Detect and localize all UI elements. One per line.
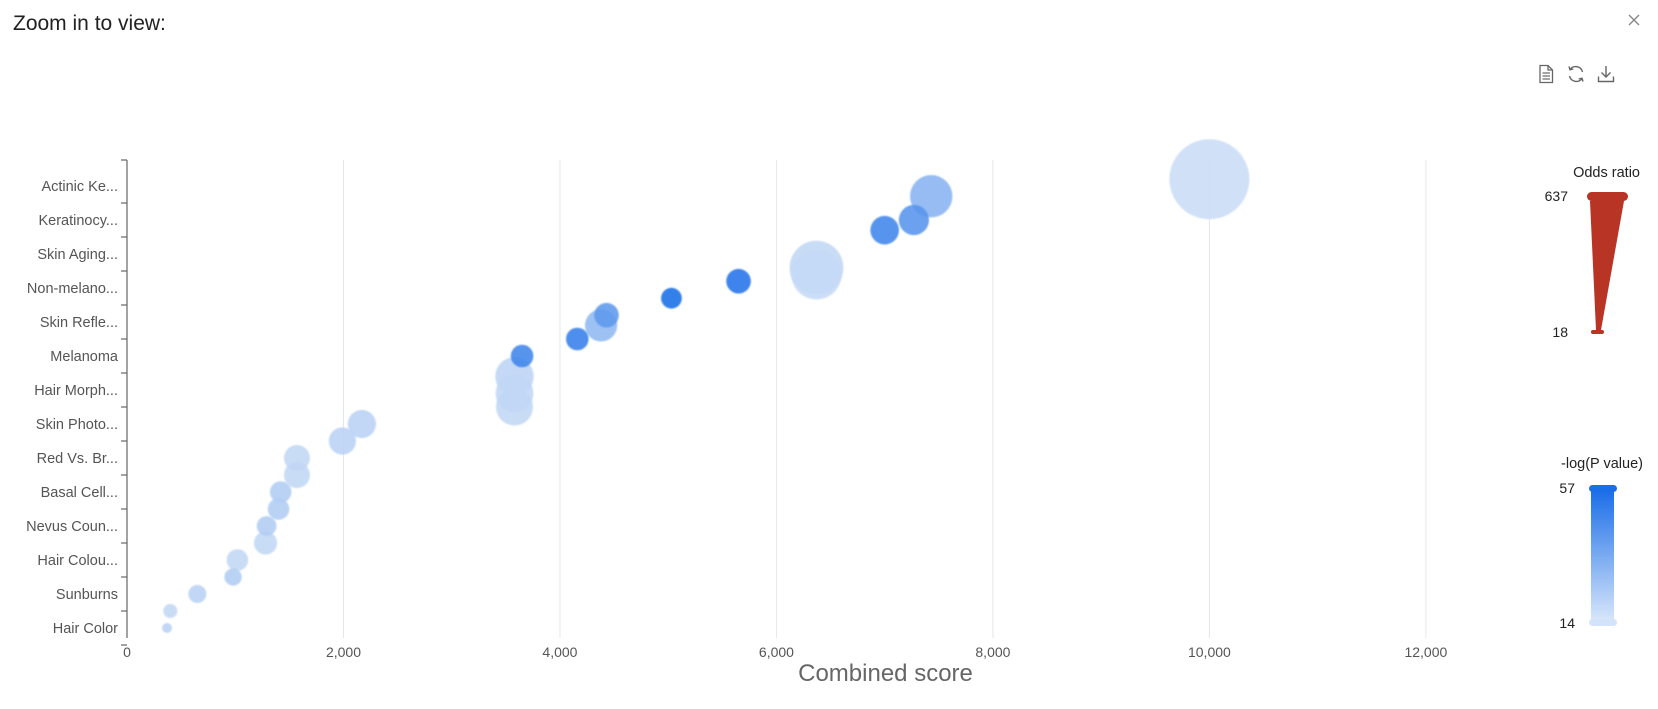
pvalue-legend[interactable]: -log(P value) 57 14: [1559, 456, 1643, 631]
close-icon: [1628, 14, 1640, 26]
y-category-label: Hair Color: [53, 621, 118, 637]
y-category-label: Red Vs. Br...: [37, 451, 118, 467]
bubble[interactable]: [495, 388, 533, 426]
y-category-label: Nevus Coun...: [26, 519, 118, 535]
odds-ratio-legend[interactable]: Odds ratio 637 18: [1545, 165, 1640, 340]
x-axis-title: Combined score: [798, 660, 973, 687]
bubble[interactable]: [870, 215, 899, 245]
odds-ratio-max-label: 637: [1545, 188, 1569, 204]
grid-lines: [342, 160, 1427, 638]
bubble[interactable]: [1169, 139, 1250, 220]
y-category-label: Hair Morph...: [34, 383, 118, 399]
axes: [121, 159, 128, 646]
x-tick-label: 2,000: [326, 644, 361, 660]
pvalue-legend-title: -log(P value): [1561, 456, 1643, 472]
bubble[interactable]: [226, 549, 249, 571]
x-tick-label: 6,000: [759, 644, 794, 660]
y-category-label: Sunburns: [56, 587, 118, 603]
bubble[interactable]: [791, 249, 842, 300]
save-image-button[interactable]: [1595, 63, 1617, 85]
bubble[interactable]: [328, 427, 356, 455]
y-category-label: Actinic Ke...: [41, 179, 118, 195]
bubble[interactable]: [269, 481, 292, 503]
y-category-label: Skin Refle...: [40, 315, 118, 331]
bubble[interactable]: [661, 287, 682, 309]
restore-button[interactable]: [1565, 63, 1587, 85]
pvalue-min-handle[interactable]: [1589, 619, 1617, 626]
y-category-label: Hair Colou...: [37, 553, 118, 569]
bubble[interactable]: [267, 498, 290, 520]
chart-toolbar: [1535, 63, 1617, 85]
pvalue-min-label: 14: [1559, 615, 1575, 631]
download-icon: [1597, 66, 1615, 83]
odds-ratio-legend-title: Odds ratio: [1573, 165, 1640, 181]
bubble[interactable]: [510, 344, 534, 368]
document-icon: [1539, 64, 1554, 84]
x-tick-label: 12,000: [1404, 644, 1447, 660]
close-button[interactable]: [1624, 10, 1644, 30]
odds-ratio-min-label: 18: [1552, 324, 1568, 340]
bubble[interactable]: [256, 516, 277, 536]
odds-ratio-scale-bar: [1590, 201, 1624, 330]
bubbles: [162, 139, 1250, 633]
bubble[interactable]: [347, 409, 376, 439]
bubble[interactable]: [594, 302, 619, 328]
pvalue-max-handle[interactable]: [1589, 485, 1617, 492]
y-category-label: Skin Aging...: [37, 247, 118, 263]
x-tick-label: 0: [123, 644, 131, 660]
x-tick-label: 10,000: [1188, 644, 1231, 660]
y-category-label: Skin Photo...: [36, 417, 118, 433]
bubble[interactable]: [163, 604, 178, 618]
bubble[interactable]: [726, 268, 751, 294]
bubble[interactable]: [253, 531, 278, 555]
data-view-button[interactable]: [1535, 63, 1557, 85]
axis-labels: 0 2,000 4,000 6,000 8,000 10,000 12,000 Actinic…: [26, 179, 1447, 660]
x-tick-label: 8,000: [975, 644, 1010, 660]
bubble[interactable]: [565, 327, 589, 351]
y-category-label: Melanoma: [50, 349, 119, 365]
y-category-label: Basal Cell...: [41, 485, 118, 501]
bubble[interactable]: [898, 204, 930, 236]
x-tick-label: 4,000: [542, 644, 577, 660]
odds-ratio-max-handle[interactable]: [1587, 192, 1628, 201]
bubble[interactable]: [283, 462, 310, 488]
y-category-label: Keratinocy...: [38, 213, 118, 229]
pvalue-color-bar: [1591, 490, 1614, 620]
y-category-label: Non-melano...: [27, 281, 118, 297]
bubble[interactable]: [162, 623, 173, 633]
pvalue-max-label: 57: [1559, 480, 1575, 496]
bubble[interactable]: [188, 585, 207, 603]
bubble[interactable]: [224, 568, 242, 586]
page-title: Zoom in to view:: [13, 12, 166, 35]
odds-ratio-min-handle[interactable]: [1591, 330, 1604, 334]
refresh-icon: [1568, 65, 1584, 83]
